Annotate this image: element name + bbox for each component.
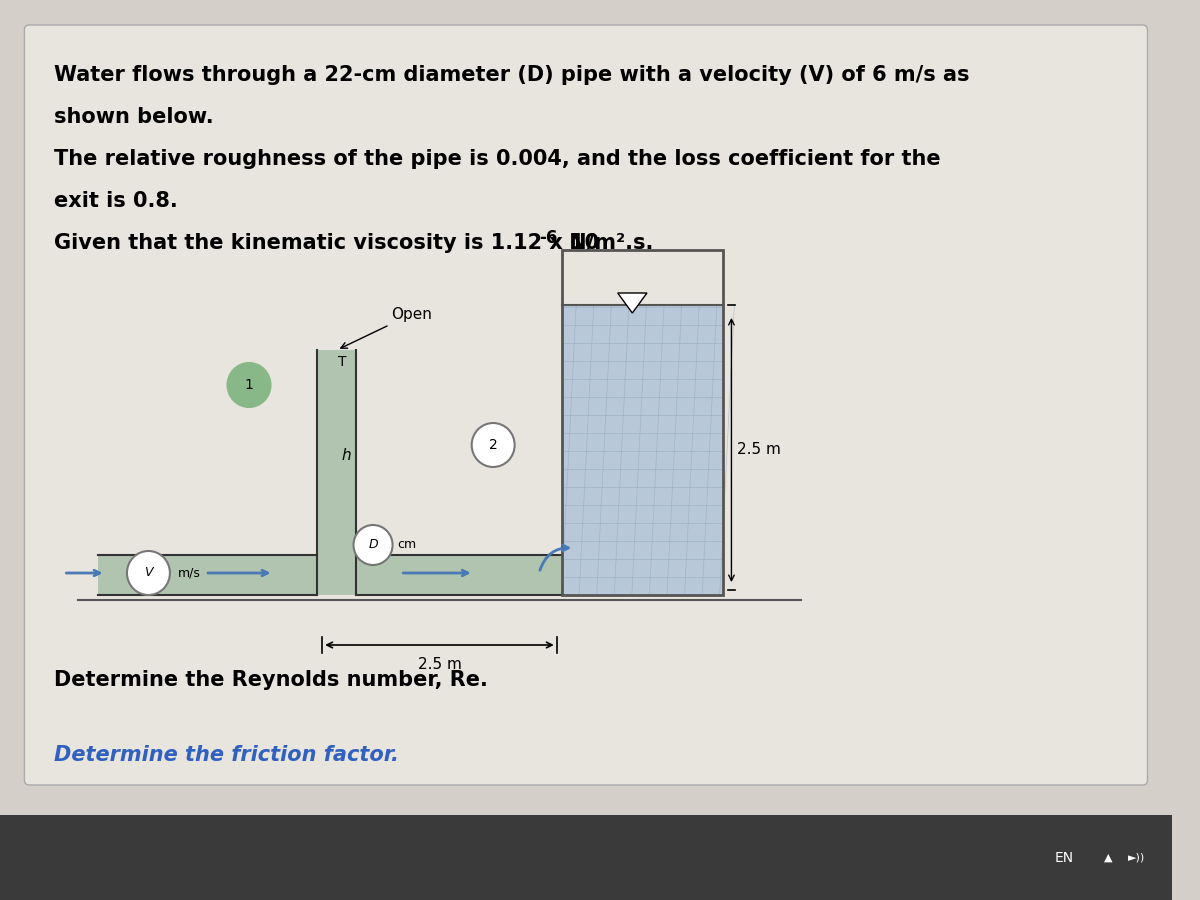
Text: shown below.: shown below. — [54, 107, 214, 127]
Bar — [97, 555, 317, 595]
Text: EN: EN — [1055, 851, 1074, 865]
Text: D: D — [368, 538, 378, 552]
Text: ►)): ►)) — [1128, 853, 1145, 863]
Text: exit is 0.8.: exit is 0.8. — [54, 191, 178, 211]
Text: 2.5 m: 2.5 m — [737, 443, 781, 457]
Text: Open: Open — [341, 307, 432, 348]
Text: cm: cm — [397, 538, 416, 552]
Circle shape — [354, 525, 392, 565]
Text: 2: 2 — [488, 438, 498, 452]
Text: Determine the Reynolds number, Re.: Determine the Reynolds number, Re. — [54, 670, 487, 690]
Text: N/m².s.: N/m².s. — [562, 233, 653, 253]
Polygon shape — [618, 293, 647, 313]
Circle shape — [472, 423, 515, 467]
Circle shape — [228, 363, 270, 407]
Text: Water flows through a 22-cm diameter (D) pipe with a velocity (V) of 6 m/s as: Water flows through a 22-cm diameter (D)… — [54, 65, 970, 85]
FancyBboxPatch shape — [24, 25, 1147, 785]
Text: 1: 1 — [245, 378, 253, 392]
Text: V: V — [144, 566, 152, 580]
Text: Given that the kinematic viscosity is 1.12 x 10: Given that the kinematic viscosity is 1.… — [54, 233, 599, 253]
Text: m/s: m/s — [178, 566, 200, 580]
Circle shape — [127, 551, 170, 595]
Bar — [562, 305, 722, 595]
Text: Determine the friction factor.: Determine the friction factor. — [54, 745, 398, 765]
Text: -6: -6 — [539, 229, 558, 247]
Text: ▲: ▲ — [1104, 853, 1112, 863]
Bar — [356, 555, 562, 595]
Bar — [562, 250, 722, 595]
Text: T: T — [337, 355, 346, 369]
Text: 2.5 m: 2.5 m — [418, 657, 461, 672]
Bar — [0, 815, 1172, 900]
Text: h: h — [342, 447, 352, 463]
Text: The relative roughness of the pipe is 0.004, and the loss coefficient for the: The relative roughness of the pipe is 0.… — [54, 149, 941, 169]
Bar — [317, 350, 356, 595]
